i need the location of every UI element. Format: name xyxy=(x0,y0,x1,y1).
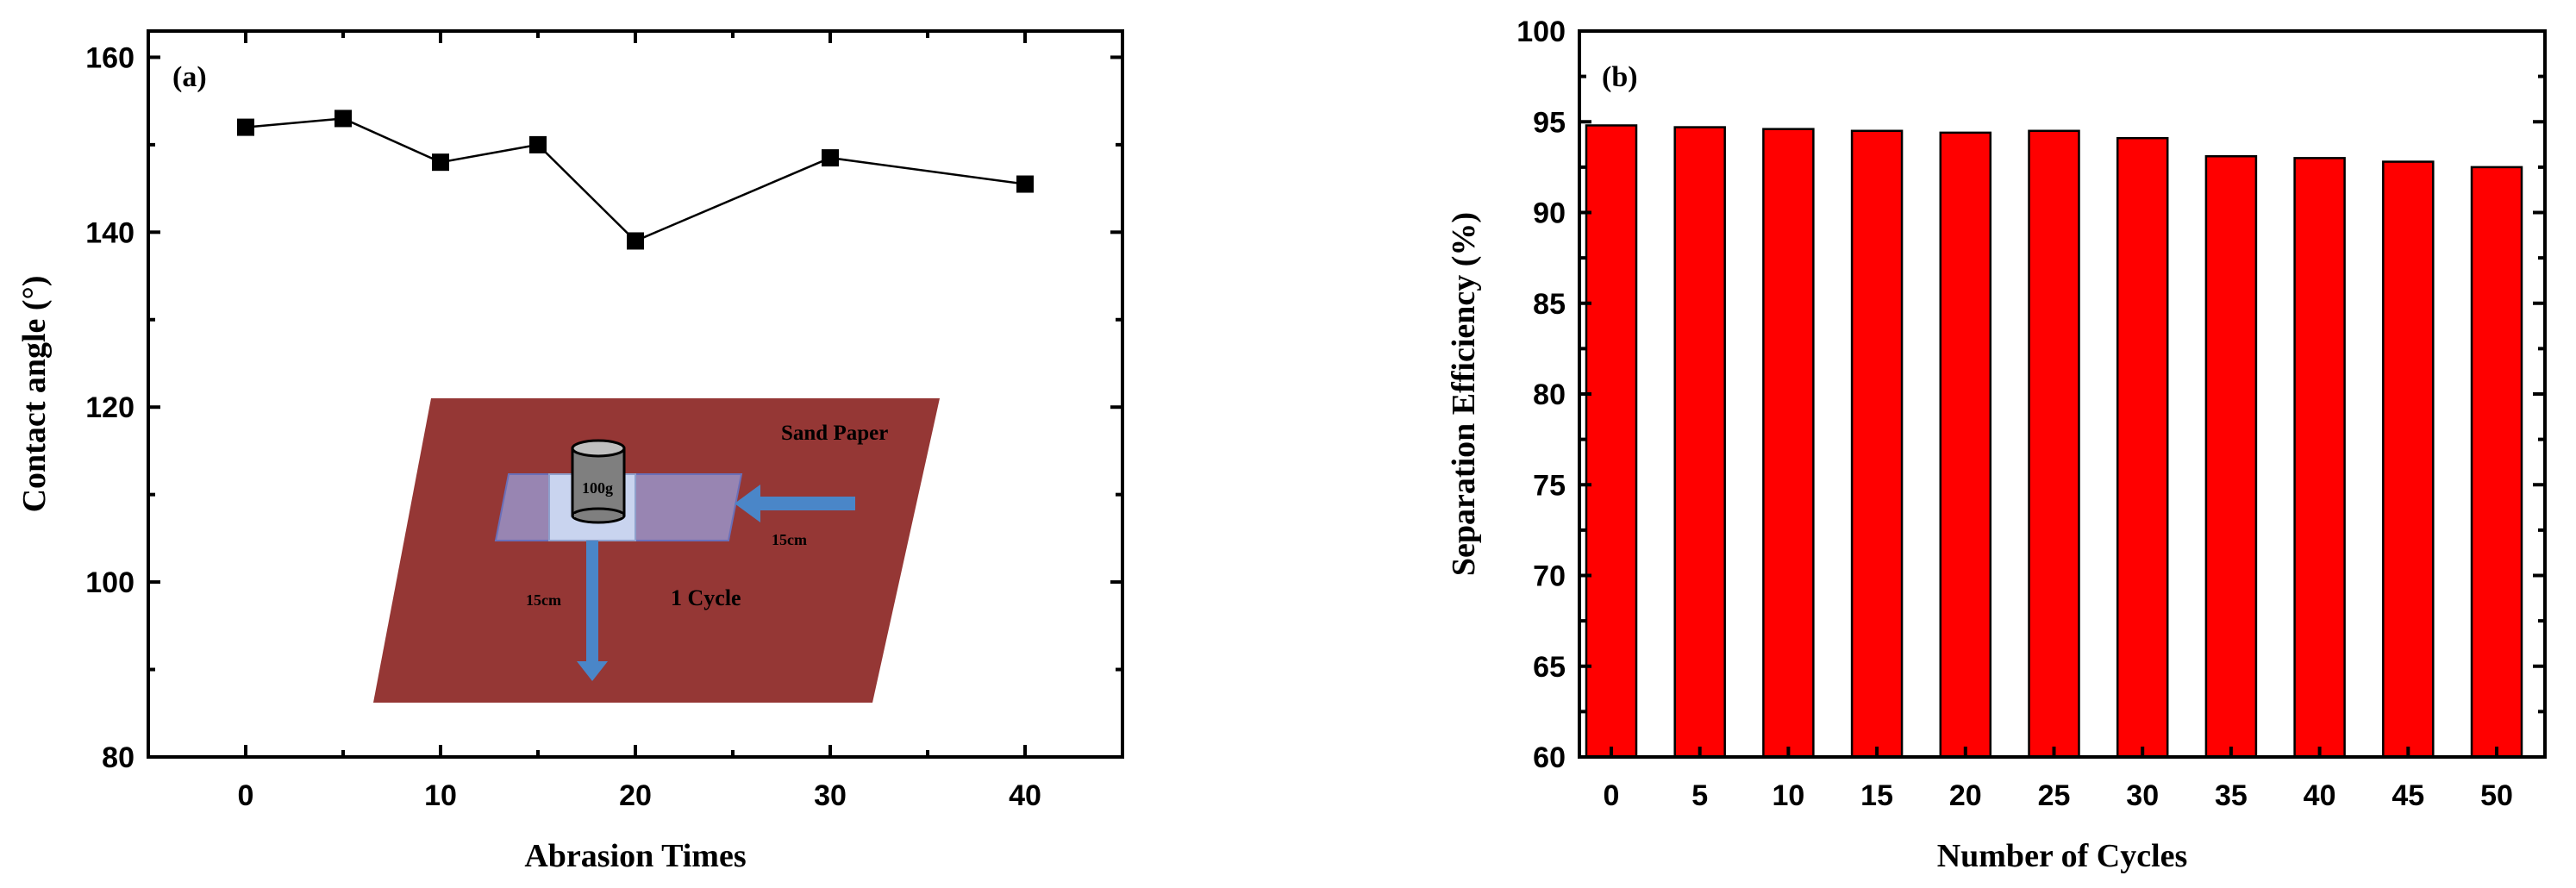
x-tick-label: 0 xyxy=(238,779,254,812)
data-point-marker xyxy=(822,149,839,167)
x-tick-label: 30 xyxy=(2126,779,2159,812)
x-tick-label: 30 xyxy=(814,779,847,812)
data-point-marker xyxy=(237,118,254,136)
weight-seam xyxy=(574,514,622,517)
horizontal-arrow xyxy=(735,485,855,522)
y-tick-label: 100 xyxy=(85,566,134,599)
horizontal-distance-label: 15cm xyxy=(772,531,807,548)
weight-top xyxy=(571,439,626,458)
arrow-head xyxy=(577,661,608,681)
x-tick-label: 45 xyxy=(2392,779,2424,812)
x-tick-label: 40 xyxy=(1009,779,1041,812)
bar xyxy=(1939,131,1992,759)
bars xyxy=(1585,124,2523,759)
x-tick-label: 50 xyxy=(2480,779,2513,812)
weight-cylinder xyxy=(571,439,626,524)
x-tick-label: 40 xyxy=(2304,779,2336,812)
y-tick-label: 95 xyxy=(1533,106,1566,139)
panel-a: 0 10 20 30 40 80 100 120 140 160 Sand Paper 100g … xyxy=(16,29,1124,874)
tick-labels-a: 0 10 20 30 40 80 100 120 140 160 xyxy=(85,41,1041,812)
cycle-label: 1 Cycle xyxy=(671,585,741,610)
panel-b: 0 5 10 15 20 25 30 35 40 45 506065707580859095100 … xyxy=(1446,16,2547,874)
x-tick-label: 15 xyxy=(1860,779,1893,812)
y-tick-label: 70 xyxy=(1533,560,1566,593)
y-tick-label: 80 xyxy=(1533,378,1566,411)
y-tick-label: 80 xyxy=(102,741,134,774)
y-tick-label: 90 xyxy=(1533,197,1566,230)
y-tick-label: 120 xyxy=(85,391,134,424)
bar xyxy=(2028,129,2080,759)
sand-paper-label: Sand Paper xyxy=(781,422,888,445)
axis-ticks-b xyxy=(1579,29,2545,759)
y-tick-label: 85 xyxy=(1533,288,1566,321)
x-tick-label: 10 xyxy=(1772,779,1804,812)
x-tick-label: 35 xyxy=(2215,779,2248,812)
y-tick-label: 60 xyxy=(1533,741,1566,774)
y-tick-label: 100 xyxy=(1516,16,1566,48)
series-line xyxy=(245,117,1026,242)
y-tick-label: 75 xyxy=(1533,469,1566,502)
vertical-distance-label: 15cm xyxy=(526,591,561,609)
y-tick-label: 140 xyxy=(85,216,134,249)
bar xyxy=(1850,129,1904,759)
weight-body xyxy=(571,447,626,517)
bar xyxy=(2382,160,2435,759)
x-tick-label: 20 xyxy=(619,779,652,812)
axis-ticks-a xyxy=(148,31,1122,759)
arrow-shaft xyxy=(760,497,855,510)
x-tick-label: 25 xyxy=(2038,779,2071,812)
bar xyxy=(1673,126,1726,759)
weight-label: 100g xyxy=(582,479,613,497)
x-axis-label-b: Number of Cycles xyxy=(1937,838,2188,874)
x-axis-label-a: Abrasion Times xyxy=(524,838,746,874)
data-point-marker xyxy=(432,153,449,172)
arrow-head xyxy=(735,485,760,522)
data-points xyxy=(237,109,1034,250)
vertical-arrow xyxy=(577,541,608,681)
bar xyxy=(2204,154,2258,759)
x-tick-label: 10 xyxy=(424,779,457,812)
abrasion-inset: Sand Paper 100g 15cm 15cm 1 Cycle xyxy=(373,398,940,703)
data-point-marker xyxy=(335,109,352,128)
panel-label-b: (b) xyxy=(1602,61,1638,93)
y-tick-label: 65 xyxy=(1533,651,1566,684)
bar xyxy=(1585,124,1638,759)
y-axis-label-a: Contact angle (°) xyxy=(16,276,53,513)
bar xyxy=(2293,157,2346,759)
panel-label-a: (a) xyxy=(172,61,207,93)
data-point-marker xyxy=(627,232,644,250)
x-tick-label: 0 xyxy=(1604,779,1620,812)
x-tick-label: 20 xyxy=(1949,779,1982,812)
arrow-shaft xyxy=(586,541,598,663)
y-tick-label: 160 xyxy=(85,41,134,74)
bar xyxy=(1762,128,1815,759)
bar xyxy=(2116,136,2169,759)
tick-labels-b: 0 5 10 15 20 25 30 35 40 45 50 60 65 70 75 80 85 90 95 100 xyxy=(1516,16,2513,812)
bar xyxy=(2470,166,2523,759)
data-point-marker xyxy=(1016,175,1034,193)
x-tick-label: 5 xyxy=(1691,779,1708,812)
y-axis-label-b: Separation Efficiency (%) xyxy=(1446,212,1482,576)
data-point-marker xyxy=(529,135,547,153)
